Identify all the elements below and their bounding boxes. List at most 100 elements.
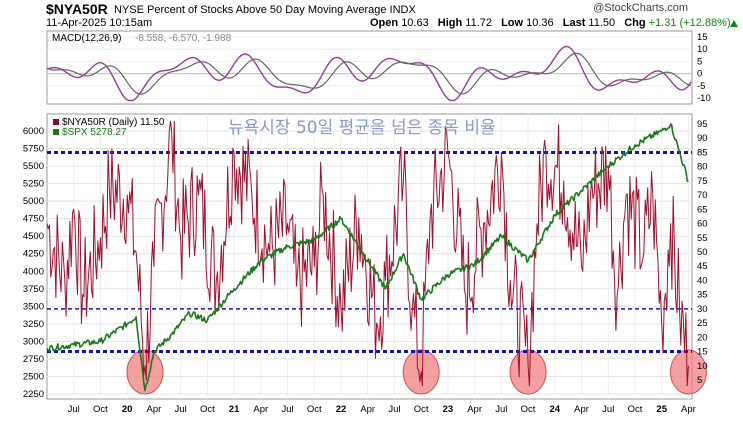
right-tick-label: 25: [697, 318, 708, 329]
macd-tick-label: 0: [697, 69, 702, 80]
x-axis: Jul Oct 20 Apr Jul Oct 21 Apr Jul Oct 22 Apr Jul Oct 2…: [68, 404, 696, 415]
x-tick-label: Oct: [521, 404, 536, 415]
highlight-circle: [126, 349, 164, 395]
left-tick-label: 5750: [23, 144, 44, 155]
x-tick-label: 24: [550, 404, 561, 415]
right-axis: 95 90 85 80 75 70 65 60 55 50 45 40 35 30 25 20 15 10 5: [697, 119, 708, 386]
x-tick-label: Jul: [175, 404, 187, 415]
left-tick-label: 4250: [23, 249, 44, 260]
x-tick-label: Oct: [307, 404, 322, 415]
x-tick-label: 25: [656, 404, 667, 415]
left-tick-label: 3750: [23, 284, 44, 295]
right-tick-label: 45: [697, 261, 708, 272]
x-tick-label: Apr: [467, 404, 482, 415]
nya50r-series-line: [46, 120, 689, 387]
high-label: High: [437, 17, 463, 29]
macd-tick-label: -5: [697, 81, 705, 92]
macd-label: MACD(12,26,9): [52, 33, 121, 44]
right-tick-label: 40: [697, 275, 708, 286]
left-tick-label: 5250: [23, 179, 44, 190]
macd-values: -8.558, -6.570, -1.988: [135, 33, 232, 44]
high-value: 11.72: [465, 17, 493, 29]
x-tick-label: 23: [443, 404, 454, 415]
brand-watermark: @StockCharts.com: [593, 2, 688, 14]
x-tick-label: 21: [229, 404, 240, 415]
left-tick-label: 6000: [23, 126, 44, 137]
x-tick-label: Jul: [68, 404, 80, 415]
left-tick-label: 2750: [23, 354, 44, 365]
x-tick-label: Apr: [147, 404, 162, 415]
right-tick-label: 90: [697, 133, 708, 144]
right-tick-label: 10: [697, 361, 708, 372]
up-arrow-icon: [730, 20, 738, 27]
macd-signal-line: [46, 52, 692, 95]
symbol-description: NYSE Percent of Stocks Above 50 Day Movi…: [114, 4, 416, 16]
macd-panel-frame: [46, 30, 693, 105]
right-tick-label: 95: [697, 119, 708, 130]
right-tick-label: 55: [697, 233, 708, 244]
open-label: Open: [370, 17, 399, 29]
low-label: Low: [501, 17, 524, 29]
spx-series-line: [46, 123, 689, 392]
left-tick-label: 4000: [23, 266, 44, 277]
x-tick-label: Oct: [628, 404, 643, 415]
right-tick-label: 20: [697, 332, 708, 343]
right-tick-label: 5: [697, 375, 702, 386]
korean-annotation: 뉴욕시장 50일 평균을 넘은 종목 비율: [228, 118, 496, 138]
ohlc-readout: Open 10.63 High 11.72 Low 10.36 Last 11.…: [364, 17, 731, 29]
left-tick-label: 5500: [23, 161, 44, 172]
macd-grid: [47, 36, 692, 99]
x-tick-label: Apr: [574, 404, 589, 415]
low-value: 10.36: [526, 17, 554, 29]
x-tick-label: Apr: [253, 404, 268, 415]
x-tick-label: 20: [122, 404, 133, 415]
right-tick-label: 50: [697, 247, 708, 258]
quote-date: 11-Apr-2025 10:15am: [46, 17, 153, 29]
right-tick-label: 35: [697, 290, 708, 301]
x-tick-label: Oct: [200, 404, 215, 415]
left-tick-label: 5000: [23, 196, 44, 207]
chg-label: Chg: [624, 17, 646, 29]
x-tick-label: 22: [336, 404, 347, 415]
right-tick-label: 75: [697, 176, 708, 187]
x-tick-label: Apr: [360, 404, 375, 415]
right-tick-label: 65: [697, 204, 708, 215]
last-value: 11.50: [588, 17, 616, 29]
x-tick-label: Jul: [602, 404, 614, 415]
macd-tick-label: 10: [697, 44, 708, 55]
last-label: Last: [562, 17, 586, 29]
open-value: 10.63: [401, 17, 429, 29]
right-tick-label: 60: [697, 219, 708, 230]
right-tick-label: 80: [697, 162, 708, 173]
x-tick-label: Oct: [93, 404, 108, 415]
macd-line: [46, 45, 692, 102]
legend-swatch-nya: [53, 119, 59, 125]
x-tick-label: Jul: [281, 404, 293, 415]
chg-value: +1.31 (+12.88%): [648, 17, 731, 29]
right-tick-label: 70: [697, 190, 708, 201]
left-tick-label: 4500: [23, 231, 44, 242]
x-tick-label: Apr: [681, 404, 696, 415]
left-tick-label: 3000: [23, 336, 44, 347]
legend-item-spx: $SPX 5278.27: [62, 127, 127, 138]
legend-swatch-spx: [53, 129, 59, 135]
macd-tick-label: -10: [697, 93, 711, 104]
left-tick-label: 2500: [23, 371, 44, 382]
left-tick-label: 3250: [23, 319, 44, 330]
symbol-title: $NYA50R: [46, 1, 108, 17]
left-tick-label: 3500: [23, 301, 44, 312]
legend-item-nya: $NYA50R (Daily) 11.50: [62, 117, 165, 128]
x-tick-label: Jul: [495, 404, 507, 415]
right-tick-label: 15: [697, 347, 708, 358]
macd-tick-label: 15: [697, 32, 708, 43]
right-tick-label: 85: [697, 147, 708, 158]
x-tick-label: Jul: [388, 404, 400, 415]
right-tick-label: 30: [697, 304, 708, 315]
left-tick-label: 2250: [23, 389, 44, 400]
x-tick-label: Oct: [414, 404, 429, 415]
macd-tick-label: 5: [697, 56, 702, 67]
left-tick-label: 4750: [23, 214, 44, 225]
